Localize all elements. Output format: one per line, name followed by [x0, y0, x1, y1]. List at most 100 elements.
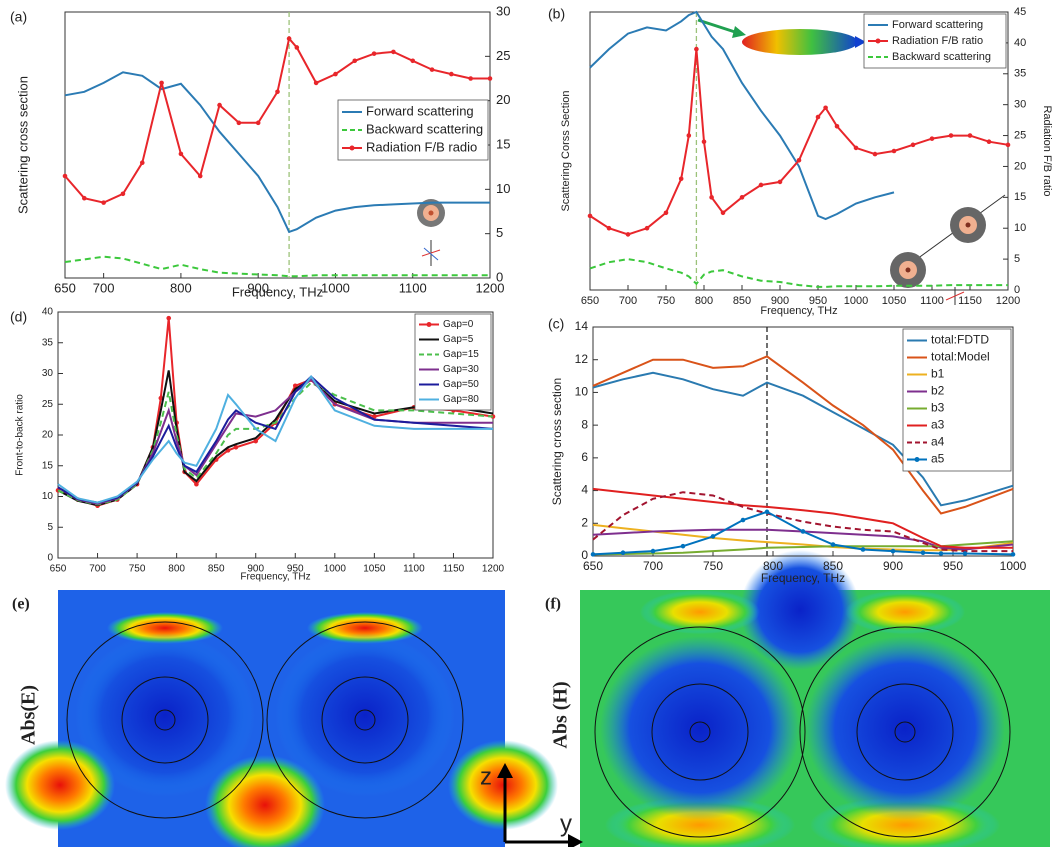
- data-point: [159, 80, 164, 86]
- x-axis-title: Frequency, THz: [232, 284, 323, 299]
- inset-a: [417, 199, 445, 266]
- x-tick-label: 1000: [321, 280, 350, 295]
- data-point: [764, 509, 770, 515]
- y2-tick-label: 30: [496, 3, 510, 18]
- legend-marker: [349, 145, 355, 151]
- y2-tick-label: 5: [496, 225, 503, 240]
- x-tick-label: 850: [208, 564, 225, 575]
- y2-tick-label: 10: [496, 181, 510, 196]
- y-tick-label: 2: [581, 515, 588, 529]
- data-point: [830, 542, 836, 547]
- x-tick-label: 950: [943, 559, 963, 573]
- y2-tick-label: 20: [1014, 160, 1026, 172]
- series-line: [592, 371, 1014, 507]
- data-point: [620, 550, 626, 556]
- data-point: [352, 58, 358, 64]
- data-point: [101, 200, 106, 205]
- y-tick-label: 14: [575, 319, 589, 333]
- data-point: [739, 195, 745, 200]
- data-point: [710, 534, 716, 539]
- x-tick-label: 750: [657, 295, 675, 307]
- x-tick-label: 900: [771, 295, 789, 307]
- data-point: [777, 179, 783, 185]
- data-point: [644, 225, 650, 231]
- y2-axis-title: Radiation F/B ratio: [1041, 105, 1053, 196]
- data-point: [800, 529, 806, 534]
- legend-label: total:FDTD: [931, 333, 989, 347]
- panel-label: (f): [545, 596, 561, 613]
- y2-tick-label: 35: [1014, 68, 1026, 80]
- x-tick-label: 850: [733, 295, 751, 307]
- data-point: [834, 123, 840, 129]
- data-point: [910, 142, 916, 148]
- series-line: [64, 255, 490, 278]
- data-point: [680, 543, 686, 549]
- data-point: [233, 445, 239, 450]
- x-axis-title: Frequency, THz: [240, 572, 310, 583]
- legend-marker: [426, 322, 432, 327]
- series-line: [57, 374, 493, 504]
- legend-label: Forward scattering: [892, 19, 983, 31]
- map-quantity: Abs(E): [18, 685, 40, 745]
- y-tick-label: 35: [42, 337, 54, 348]
- panel-label: (b): [548, 6, 565, 22]
- data-point: [938, 551, 944, 556]
- y-tick-label: 8: [581, 417, 588, 431]
- y2-tick-label: 0: [1014, 284, 1020, 296]
- chart-panel: (a) Frequency, THz Scattering cross sectio…: [10, 3, 510, 299]
- data-point: [872, 151, 878, 157]
- y-tick-label: 5: [47, 522, 53, 533]
- data-point: [709, 195, 714, 200]
- x-tick-label: 950: [809, 295, 827, 307]
- y-tick-label: 40: [42, 307, 54, 318]
- map-quantity: Abs (H): [550, 681, 572, 748]
- data-point: [606, 225, 612, 231]
- x-tick-label: 700: [93, 280, 115, 295]
- series-line: [592, 491, 1013, 553]
- y-tick-label: 4: [581, 483, 588, 497]
- y-tick-label: 12: [575, 352, 589, 366]
- data-point: [1005, 142, 1011, 148]
- x-tick-label: 650: [581, 295, 599, 307]
- x-tick-label: 800: [170, 280, 192, 295]
- y-tick-label: 6: [581, 450, 588, 464]
- data-point: [236, 120, 242, 126]
- y-axis-title: Scattering cross section: [550, 378, 564, 505]
- x-tick-label: 1000: [844, 295, 868, 307]
- plot-frame: [592, 326, 1014, 557]
- data-point: [929, 136, 935, 141]
- y-tick-label: 15: [42, 460, 54, 471]
- field-map-e: [5, 590, 558, 852]
- y-axis-title: Scattering cross section: [15, 76, 30, 214]
- x-tick-label: 1200: [476, 280, 505, 295]
- chart-panel: (c) Frequency, THz Scattering cross sectio…: [548, 316, 1027, 585]
- x-tick-label: 650: [583, 559, 603, 573]
- x-tick-label: 800: [168, 564, 185, 575]
- legend-label: Gap=5: [443, 334, 474, 345]
- legend-label: a3: [931, 418, 945, 432]
- x-axis-title: Frequency, THz: [761, 571, 845, 585]
- data-point: [410, 58, 416, 64]
- legend-label: total:Model: [931, 350, 990, 364]
- x-tick-label: 700: [643, 559, 663, 573]
- legend-label: b1: [931, 367, 945, 381]
- data-point: [720, 210, 726, 216]
- data-point: [796, 157, 802, 163]
- data-point: [166, 315, 172, 321]
- data-point: [650, 548, 656, 554]
- y2-tick-label: 15: [496, 136, 510, 151]
- data-point: [487, 76, 493, 81]
- legend-box: [902, 328, 1012, 472]
- data-point: [758, 182, 764, 188]
- data-point: [686, 133, 692, 138]
- data-point: [82, 195, 87, 201]
- axis-letter: y: [560, 810, 572, 837]
- x-tick-label: 700: [89, 564, 106, 575]
- y2-tick-label: 0: [496, 269, 503, 284]
- x-tick-label: 950: [287, 564, 304, 575]
- data-point: [823, 105, 828, 111]
- y2-tick-label: 25: [1014, 129, 1026, 141]
- x-tick-label: 750: [129, 564, 146, 575]
- data-point: [890, 548, 896, 554]
